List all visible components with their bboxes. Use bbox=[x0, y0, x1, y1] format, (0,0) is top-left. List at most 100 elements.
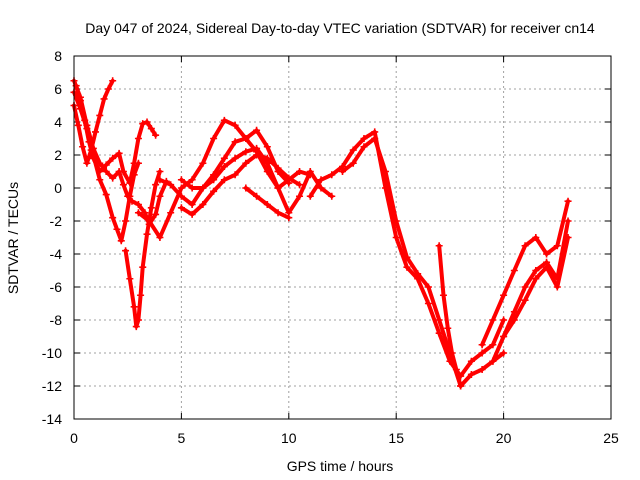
data-point bbox=[199, 201, 207, 208]
data-point bbox=[156, 234, 164, 241]
data-point bbox=[564, 234, 572, 241]
data-point bbox=[532, 234, 540, 241]
data-point bbox=[253, 144, 261, 152]
series-trace bbox=[157, 146, 334, 215]
data-point bbox=[285, 214, 293, 222]
data-point bbox=[521, 242, 529, 250]
data-point bbox=[96, 111, 104, 119]
x-tick-label: 25 bbox=[603, 430, 619, 446]
y-tick-label: 8 bbox=[54, 48, 62, 64]
series-sat-track-16 bbox=[500, 234, 572, 340]
series-sat-track-13 bbox=[435, 242, 465, 390]
data-point bbox=[104, 85, 112, 93]
data-point bbox=[467, 357, 475, 365]
data-point bbox=[152, 210, 160, 218]
data-point bbox=[242, 159, 250, 167]
plot-frame bbox=[73, 55, 612, 420]
series-trace bbox=[72, 78, 115, 166]
data-point bbox=[349, 146, 357, 154]
data-point bbox=[177, 176, 185, 184]
x-tick-label: 20 bbox=[496, 430, 512, 446]
data-point bbox=[96, 176, 104, 184]
data-point bbox=[242, 184, 250, 192]
series-sat-track-9 bbox=[177, 126, 293, 192]
data-point bbox=[414, 270, 422, 278]
data-point bbox=[253, 192, 261, 200]
data-point bbox=[134, 135, 142, 142]
data-point bbox=[403, 263, 411, 271]
data-point bbox=[448, 349, 456, 357]
data-point bbox=[553, 283, 561, 291]
data-point bbox=[188, 184, 196, 192]
data-point bbox=[231, 154, 239, 162]
data-point bbox=[156, 168, 164, 175]
data-point bbox=[139, 263, 147, 271]
data-point bbox=[130, 303, 138, 311]
data-point bbox=[500, 291, 508, 299]
data-point bbox=[152, 131, 160, 139]
chart-title: Day 047 of 2024, Sidereal Day-to-day VTE… bbox=[85, 20, 595, 36]
data-point bbox=[143, 230, 151, 238]
data-point bbox=[83, 159, 91, 167]
data-point bbox=[122, 217, 130, 225]
data-point bbox=[371, 135, 379, 142]
series-sat-track-14 bbox=[478, 197, 572, 349]
data-point bbox=[156, 192, 164, 200]
data-point bbox=[113, 225, 121, 233]
data-point bbox=[210, 187, 218, 195]
data-point bbox=[435, 242, 443, 250]
data-point bbox=[403, 253, 411, 261]
data-point bbox=[242, 135, 250, 142]
data-point bbox=[452, 366, 460, 373]
data-point bbox=[130, 171, 138, 179]
data-point bbox=[167, 209, 175, 217]
data-point bbox=[177, 204, 185, 212]
y-tick-label: -6 bbox=[50, 279, 63, 295]
data-point bbox=[424, 283, 432, 291]
series-sat-track-5 bbox=[122, 168, 164, 331]
data-point bbox=[553, 242, 561, 250]
y-tick-label: 2 bbox=[54, 147, 62, 163]
data-point bbox=[152, 181, 160, 189]
data-point bbox=[317, 176, 325, 184]
data-point bbox=[306, 168, 314, 175]
data-point bbox=[119, 168, 127, 175]
data-point bbox=[263, 201, 271, 208]
y-tick-label: -4 bbox=[50, 246, 63, 262]
data-point bbox=[500, 316, 508, 324]
data-point bbox=[500, 333, 508, 340]
data-point bbox=[435, 316, 443, 324]
data-point bbox=[126, 275, 134, 283]
data-point bbox=[424, 300, 432, 307]
data-point bbox=[102, 161, 110, 169]
data-point bbox=[156, 176, 164, 184]
data-point bbox=[188, 210, 196, 218]
data-point bbox=[500, 349, 508, 357]
data-point bbox=[306, 192, 314, 200]
data-point bbox=[521, 283, 529, 291]
x-tick-label: 0 bbox=[70, 430, 78, 446]
data-point bbox=[134, 201, 142, 208]
data-point bbox=[478, 349, 486, 357]
data-point bbox=[478, 341, 486, 349]
y-axis-label: SDTVAR / TECUs bbox=[5, 182, 21, 294]
data-point bbox=[210, 135, 218, 142]
y-tick-label: 4 bbox=[54, 114, 62, 130]
data-point bbox=[89, 151, 97, 159]
data-point bbox=[253, 151, 261, 159]
data-point bbox=[467, 370, 475, 378]
data-point bbox=[134, 159, 142, 167]
data-point bbox=[285, 179, 293, 187]
data-point bbox=[231, 121, 239, 129]
data-point bbox=[444, 324, 452, 332]
data-point bbox=[220, 154, 228, 162]
data-point bbox=[134, 209, 142, 217]
y-tick-label: 6 bbox=[54, 81, 62, 97]
data-point bbox=[177, 192, 185, 200]
y-tick-label: -14 bbox=[42, 411, 62, 427]
y-tick-label: -12 bbox=[42, 378, 62, 394]
data-point bbox=[274, 168, 282, 175]
data-point bbox=[122, 247, 130, 255]
data-point bbox=[188, 201, 196, 208]
